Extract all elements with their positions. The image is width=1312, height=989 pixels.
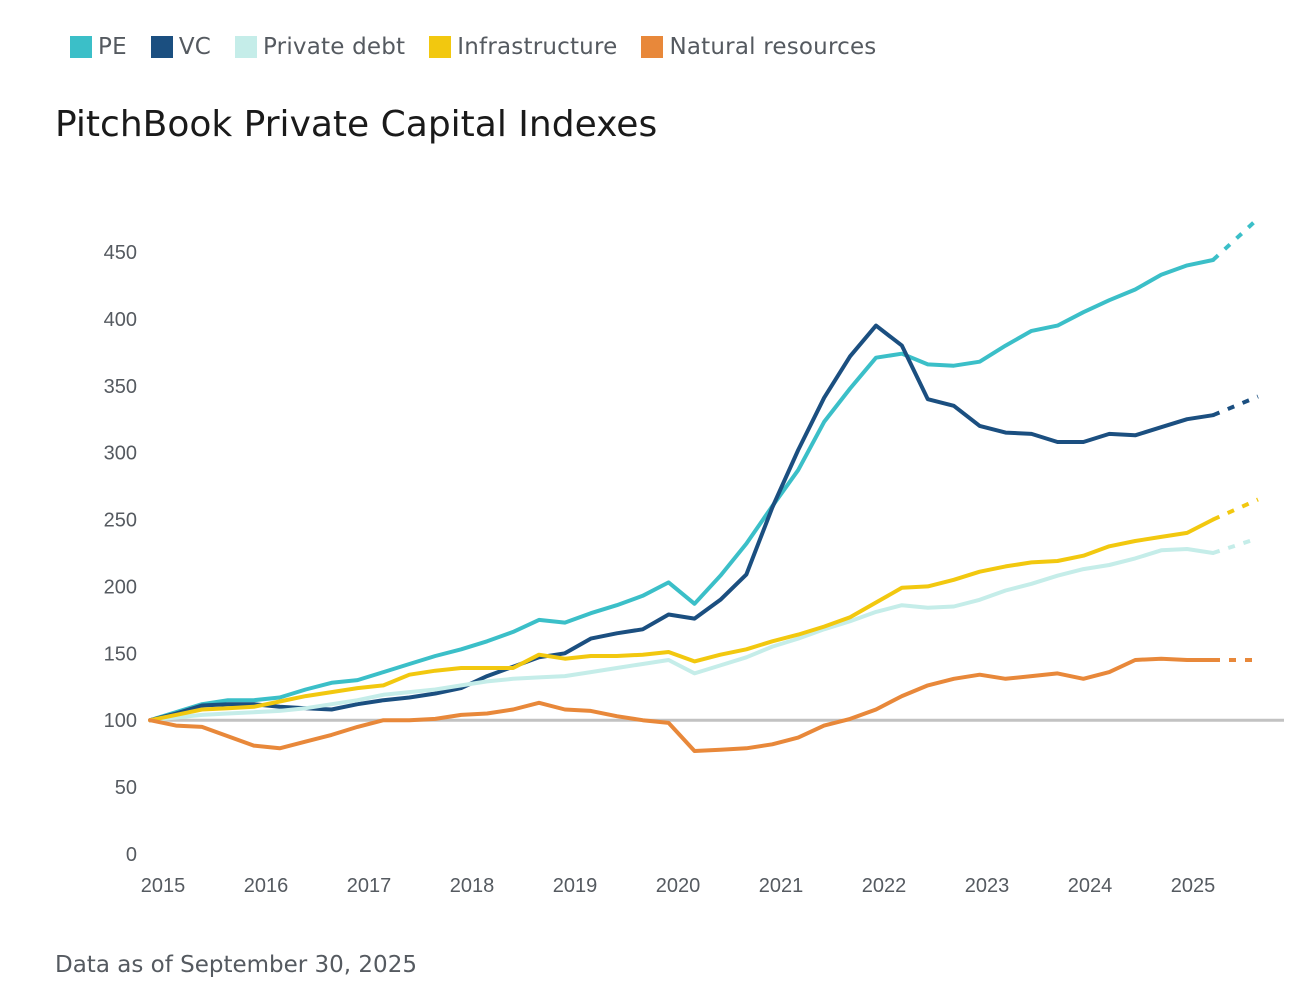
y-tick-label: 200 bbox=[104, 576, 137, 598]
x-tick-label: 2022 bbox=[862, 875, 907, 897]
x-tick-label: 2015 bbox=[141, 875, 186, 897]
y-tick-label: 400 bbox=[104, 309, 137, 331]
legend-label-private-debt: Private debt bbox=[263, 34, 406, 60]
legend-label-vc: VC bbox=[178, 34, 212, 60]
x-axis: 2015 2016 2017 2018 2019 2020 2021 2022 2023 2024… bbox=[141, 875, 1216, 897]
x-tick-label: 2021 bbox=[759, 875, 804, 897]
series-projection-infrastructure bbox=[1212, 497, 1259, 522]
y-axis: 0 50 100 150 200 250 300 350 400 450 bbox=[104, 242, 137, 866]
legend: PE VC Private debt Infrastructure Natura… bbox=[70, 34, 900, 60]
legend-item-infrastructure[interactable]: Infrastructure bbox=[429, 34, 617, 60]
legend-item-vc[interactable]: VC bbox=[150, 34, 212, 60]
series-line-infrastructure bbox=[148, 517, 1215, 723]
y-tick-label: 300 bbox=[104, 443, 137, 465]
x-tick-label: 2025 bbox=[1171, 875, 1216, 897]
legend-swatch-infrastructure bbox=[429, 36, 452, 58]
x-tick-label: 2019 bbox=[553, 875, 598, 897]
series-line-natural-resources bbox=[148, 656, 1215, 753]
x-tick-label: 2024 bbox=[1068, 875, 1113, 897]
legend-item-natural-resources[interactable]: Natural resources bbox=[641, 34, 876, 60]
legend-swatch-natural-resources bbox=[641, 36, 664, 58]
series-natural-resources bbox=[148, 656, 1258, 753]
series-private-debt bbox=[148, 536, 1259, 723]
x-tick-label: 2018 bbox=[450, 875, 495, 897]
legend-label-infrastructure: Infrastructure bbox=[457, 34, 618, 60]
y-tick-label: 50 bbox=[115, 777, 137, 799]
legend-label-pe: PE bbox=[98, 34, 127, 60]
y-tick-label: 350 bbox=[104, 376, 137, 398]
series-line-pe bbox=[148, 258, 1215, 723]
legend-swatch-pe bbox=[70, 36, 92, 58]
x-tick-label: 2023 bbox=[965, 875, 1010, 897]
series-projection-vc bbox=[1212, 394, 1259, 418]
series-line-private-debt bbox=[148, 547, 1215, 723]
legend-item-pe[interactable]: PE bbox=[70, 34, 127, 60]
y-tick-label: 0 bbox=[126, 844, 137, 866]
legend-swatch-vc bbox=[150, 36, 173, 58]
series-projection-pe bbox=[1211, 217, 1260, 262]
x-tick-label: 2017 bbox=[347, 875, 392, 897]
series-line-vc bbox=[148, 323, 1215, 723]
y-tick-label: 150 bbox=[104, 643, 137, 665]
series-projection-private-debt bbox=[1212, 536, 1259, 555]
legend-item-private-debt[interactable]: Private debt bbox=[235, 34, 405, 60]
chart-title: PitchBook Private Capital Indexes bbox=[55, 104, 658, 145]
legend-swatch-private-debt bbox=[235, 36, 258, 58]
x-tick-label: 2016 bbox=[244, 875, 289, 897]
footnote: Data as of September 30, 2025 bbox=[55, 952, 417, 978]
y-tick-label: 250 bbox=[104, 510, 137, 532]
y-tick-label: 450 bbox=[104, 242, 137, 264]
series-layer bbox=[148, 217, 1260, 753]
y-tick-label: 100 bbox=[104, 710, 137, 732]
x-tick-label: 2020 bbox=[656, 875, 701, 897]
series-vc bbox=[148, 323, 1259, 723]
series-infrastructure bbox=[148, 497, 1259, 723]
legend-label-natural-resources: Natural resources bbox=[669, 34, 877, 60]
series-pe bbox=[148, 217, 1260, 723]
